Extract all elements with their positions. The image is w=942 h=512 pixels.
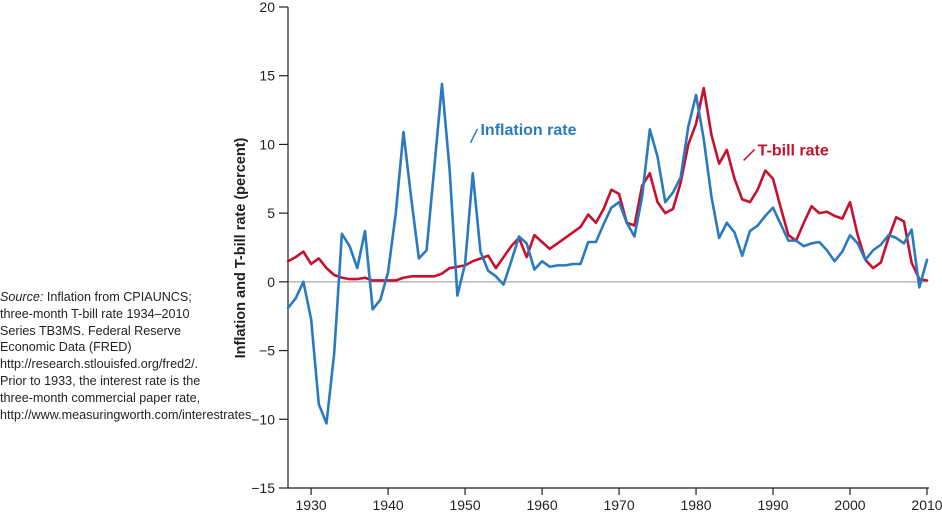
x-tick-label: 1940	[373, 497, 404, 512]
series-layer	[286, 82, 929, 425]
source-note: Source: Inflation from CPIAUNCS; three-m…	[0, 289, 251, 423]
t-bill-rate-leader	[743, 148, 756, 161]
series-label-layer: Inflation rate T-bill rate	[469, 122, 829, 161]
t-bill-rate-label: T-bill rate	[758, 142, 829, 159]
x-tick-label: 2000	[834, 497, 865, 512]
t-bill-rate-line	[286, 86, 929, 282]
axes-layer: −15 −10 −5 0 5 10 15 20 1930 1940 1950 1960 1970 1980…	[251, 0, 942, 512]
y-tick-label: 5	[267, 205, 275, 221]
y-axis-title: Inflation and T-bill rate (percent)	[233, 137, 249, 358]
x-tick-label: 1960	[526, 497, 557, 512]
inflation-rate-label: Inflation rate	[480, 122, 576, 139]
x-tick-label: 1990	[757, 497, 788, 512]
y-tick-label: −5	[259, 343, 275, 359]
y-tick-label: −15	[251, 480, 275, 496]
x-tick-label: 1930	[296, 497, 327, 512]
y-tick-label: 0	[267, 274, 275, 290]
source-label: Source:	[0, 290, 44, 304]
y-tick-label: 10	[259, 136, 275, 152]
inflation-rate-line	[286, 82, 929, 425]
y-tick-label: 20	[259, 0, 275, 15]
x-tick-label: 1950	[449, 497, 480, 512]
x-tick-label: 1970	[603, 497, 634, 512]
y-tick-label: 15	[259, 68, 275, 84]
x-tick-label: 1980	[680, 497, 711, 512]
y-tick-label: −10	[251, 411, 275, 427]
source-text: Inflation from CPIAUNCS; three-month T-b…	[0, 290, 252, 422]
inflation-rate-leader	[469, 128, 479, 144]
x-tick-label: 2010	[911, 497, 942, 512]
